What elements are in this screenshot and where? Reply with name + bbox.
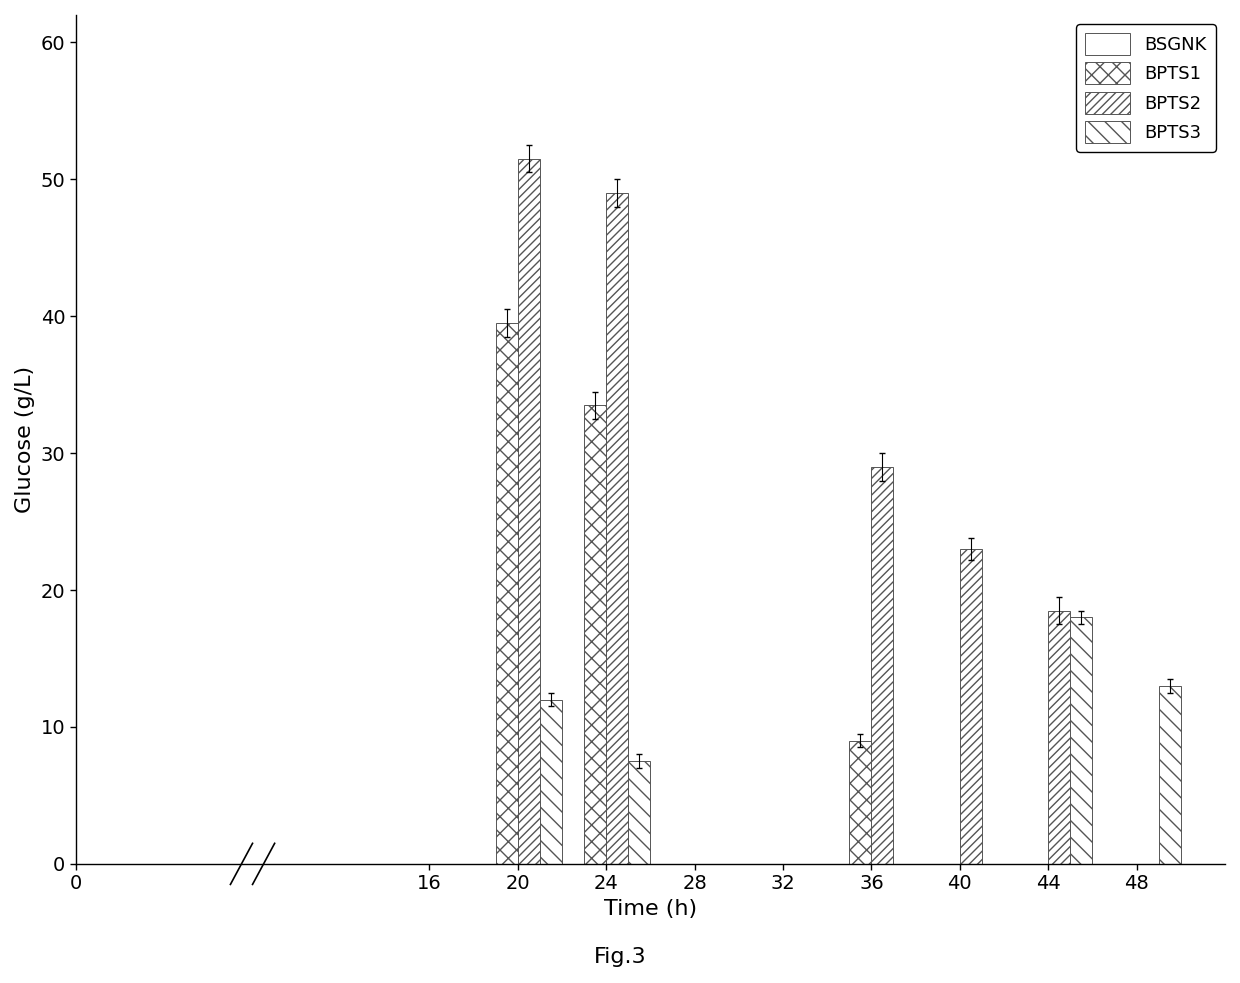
Bar [1158, 686, 1180, 864]
Bar [960, 549, 982, 864]
Bar [606, 193, 629, 864]
Bar [496, 323, 518, 864]
Bar [1070, 617, 1092, 864]
Y-axis label: Glucose (g/L): Glucose (g/L) [15, 366, 35, 513]
Bar [1048, 610, 1070, 864]
Text: Fig.3: Fig.3 [594, 948, 646, 967]
Bar [629, 761, 650, 864]
X-axis label: Time (h): Time (h) [604, 898, 697, 919]
Bar [849, 740, 872, 864]
Legend: BSGNK, BPTS1, BPTS2, BPTS3: BSGNK, BPTS1, BPTS2, BPTS3 [1076, 24, 1216, 151]
Bar [539, 700, 562, 864]
Bar [518, 159, 539, 864]
Bar [584, 405, 606, 864]
Bar [872, 467, 894, 864]
